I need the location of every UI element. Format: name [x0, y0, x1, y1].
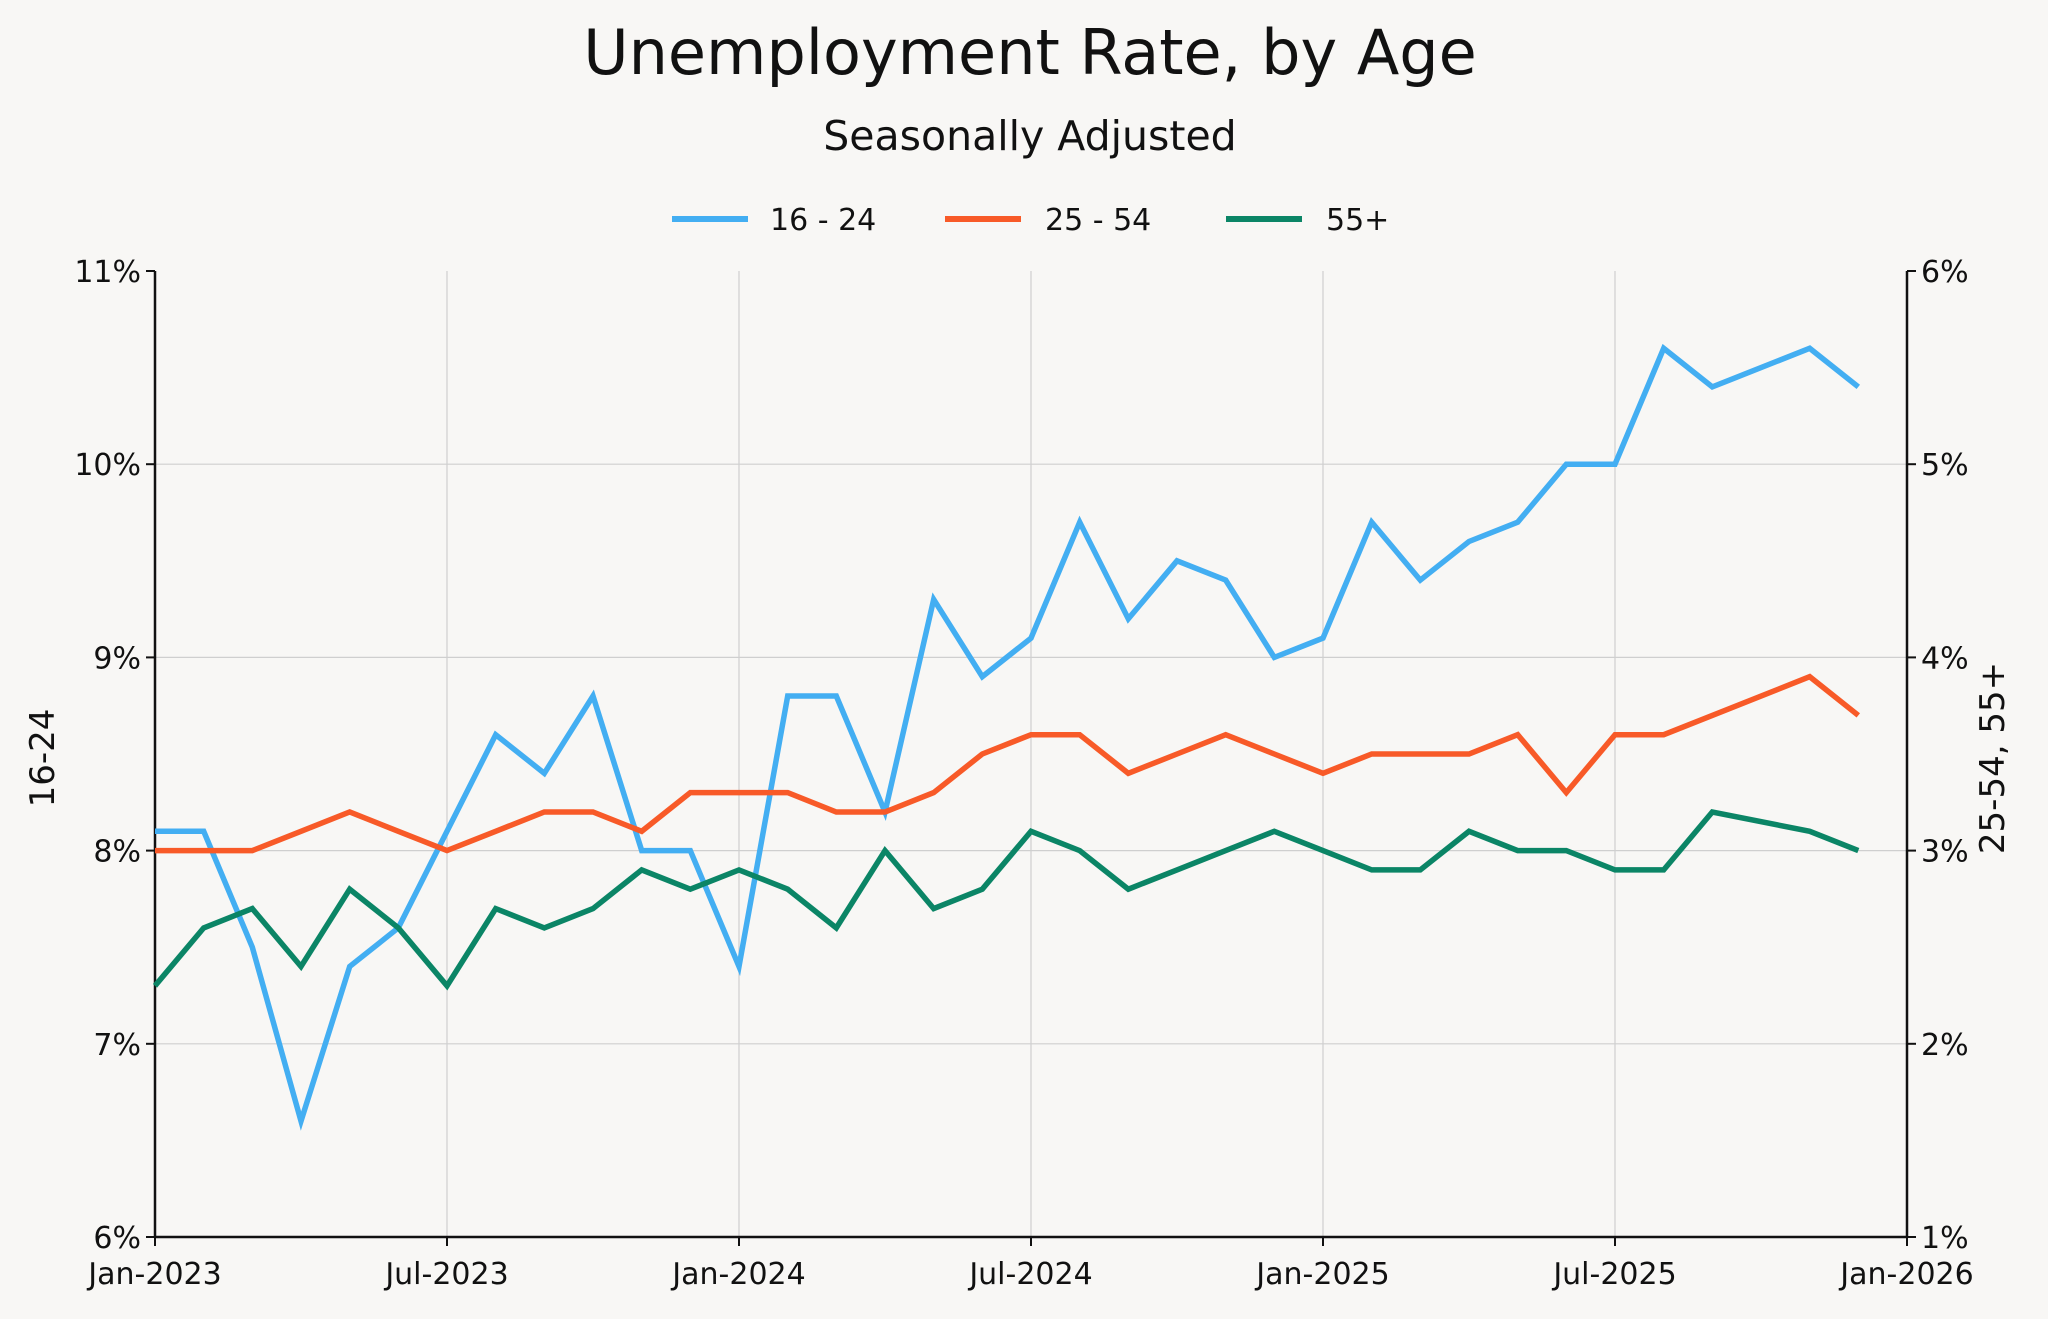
chart-subtitle: Seasonally Adjusted	[823, 112, 1236, 160]
legend-label-25-54: 25 - 54	[1045, 203, 1151, 238]
legend-label-16-24: 16 - 24	[770, 203, 876, 238]
x-tick-label: Jul-2025	[1551, 1257, 1676, 1292]
series-line-55	[152, 808, 1860, 991]
y-right-tick-label: 2%	[1921, 1028, 1969, 1063]
legend-item-55-plus: 55+	[1226, 203, 1389, 238]
x-tick-label: Jan-2025	[1254, 1257, 1389, 1292]
chart-title: Unemployment Rate, by Age	[583, 16, 1477, 89]
legend-item-25-54: 25 - 54	[945, 203, 1151, 238]
y-right-tick-label: 3%	[1921, 835, 1969, 870]
y-left-tick-label: 11%	[74, 255, 141, 290]
x-tick-label: Jul-2024	[967, 1257, 1092, 1292]
y-left-tick-label: 10%	[74, 448, 141, 483]
x-tick-label: Jul-2023	[383, 1257, 508, 1292]
y-right-tick-label: 5%	[1921, 448, 1969, 483]
y-right-tick-label: 6%	[1921, 255, 1969, 290]
legend-item-16-24: 16 - 24	[672, 203, 876, 238]
legend: 16 - 24 25 - 54 55+	[672, 203, 1389, 238]
grid	[155, 271, 1907, 1237]
y-axis-right-label: 25-54, 55+	[1973, 662, 2013, 854]
y-left-tick-label: 6%	[93, 1221, 141, 1256]
y-right-tick-label: 4%	[1921, 641, 1969, 676]
axes	[146, 270, 1916, 1246]
y-left-tick-label: 9%	[93, 641, 141, 676]
y-right-tick-label: 1%	[1921, 1221, 1969, 1256]
tick-labels: Jan-2023 Jul-2023 Jan-2024 Jul-2024 Jan-2025…	[74, 255, 1973, 1292]
series-line-16-24	[155, 343, 1861, 1131]
x-tick-label: Jan-2024	[670, 1257, 805, 1292]
y-left-tick-label: 8%	[93, 835, 141, 870]
x-tick-label: Jan-2026	[1838, 1257, 1973, 1292]
x-tick-label: Jan-2023	[86, 1257, 221, 1292]
series-line-25-54	[155, 673, 1861, 854]
legend-label-55-plus: 55+	[1326, 203, 1389, 238]
y-left-tick-label: 7%	[93, 1028, 141, 1063]
y-axis-left-label: 16-24	[23, 709, 63, 808]
series-lines	[152, 343, 1861, 1131]
